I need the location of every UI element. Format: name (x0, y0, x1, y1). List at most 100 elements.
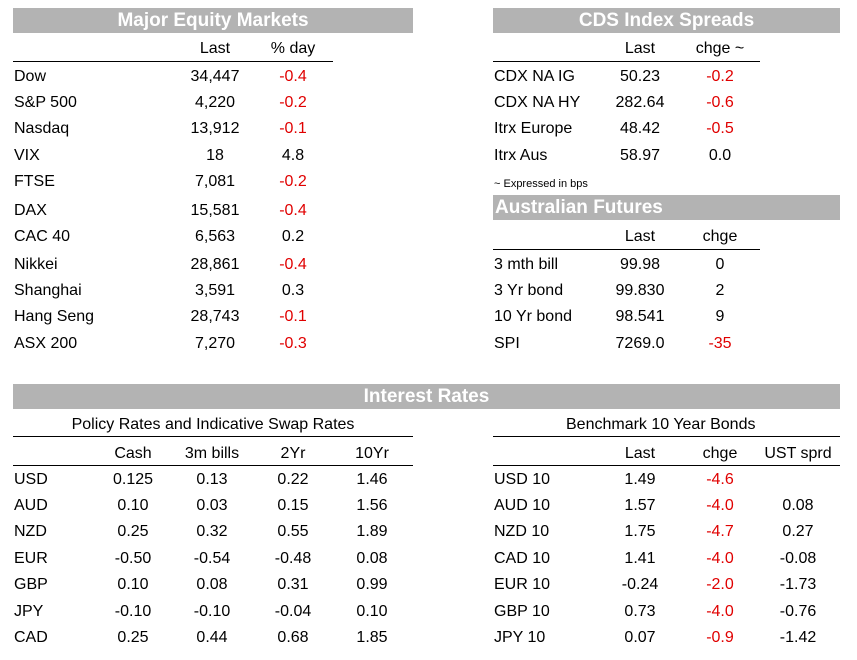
cds-footnote: ~ Expressed in bps (494, 178, 588, 190)
3m-bill-rate: 0.44 (196, 629, 228, 646)
cds-name: CDX NA HY (494, 94, 581, 111)
table-row: ASX 200 7,270 -0.3 (0, 334, 857, 354)
bond-name: AUD 10 (494, 497, 551, 514)
table-row: Itrx Aus 58.97 0.0 (0, 146, 857, 166)
market-change: -0.4 (279, 202, 307, 219)
cds-last: 282.64 (615, 94, 665, 111)
table-row: CDX NA HY 282.64 -0.6 (0, 93, 857, 113)
market-change: -0.3 (279, 335, 307, 352)
bond-last: 0.73 (624, 603, 656, 620)
currency-name: GBP (14, 576, 48, 593)
market-name: Dow (14, 68, 47, 85)
10yr-swap-rate: 0.08 (356, 550, 388, 567)
cash-rate: 0.25 (117, 629, 149, 646)
bonds-header-rule (493, 465, 840, 466)
cash-rate: 0.25 (117, 523, 149, 540)
2yr-swap-rate: -0.04 (274, 603, 312, 620)
bond-ust-spread: -1.42 (779, 629, 817, 646)
2yr-swap-rate: 0.22 (277, 471, 309, 488)
table-row: JPY -0.10 -0.10 -0.04 0.10 (0, 602, 857, 622)
bond-name: CAD 10 (494, 550, 551, 567)
bond-last: 1.41 (624, 550, 656, 567)
market-name: Hang Seng (14, 308, 95, 325)
market-last: 4,220 (194, 94, 236, 111)
futures-header-rule (493, 249, 760, 250)
table-row: GBP 10 0.73 -4.0 -0.76 (0, 602, 857, 622)
cds-change: -0.2 (706, 68, 734, 85)
cds-last: 50.23 (619, 68, 661, 85)
currency-name: EUR (14, 550, 48, 567)
table-row: NZD 10 1.75 -4.7 0.27 (0, 522, 857, 542)
currency-name: JPY (14, 603, 44, 620)
futures-name: SPI (494, 335, 520, 352)
futures-change: 0 (715, 256, 725, 273)
cds-header-last: Last (624, 40, 656, 57)
market-change: -0.2 (279, 173, 307, 190)
cds-last: 48.42 (619, 120, 661, 137)
policy-header-10yr: 10Yr (355, 445, 389, 462)
cash-rate: 0.10 (117, 576, 149, 593)
table-row: 10 Yr bond 98.541 9 (0, 307, 857, 327)
market-change: -0.4 (279, 256, 307, 273)
bond-name: JPY 10 (494, 629, 546, 646)
bond-last: 1.49 (624, 471, 656, 488)
bond-ust-spread: -1.73 (779, 576, 817, 593)
table-row: USD 0.125 0.13 0.22 1.46 (0, 470, 857, 490)
market-last: 3,591 (194, 282, 236, 299)
market-name: VIX (14, 147, 40, 164)
table-row: Hang Seng 28,743 -0.1 (0, 307, 857, 327)
futures-name: 10 Yr bond (494, 308, 572, 325)
policy-subtitle-rule (13, 436, 413, 437)
table-row: SPI 7269.0 -35 (0, 334, 857, 354)
policy-subtitle: Policy Rates and Indicative Swap Rates (71, 416, 355, 433)
market-last: 28,861 (190, 256, 240, 273)
bonds-header-change: chge (702, 445, 738, 462)
futures-name: 3 mth bill (494, 256, 559, 273)
cash-rate: -0.50 (114, 550, 152, 567)
table-row: USD 10 1.49 -4.6 (0, 470, 857, 490)
bond-name: GBP 10 (494, 603, 550, 620)
10yr-swap-rate: 1.56 (356, 497, 388, 514)
bonds-header-last: Last (624, 445, 656, 462)
policy-header-rule (13, 465, 413, 466)
futures-title: Australian Futures (493, 195, 840, 220)
market-change: 4.8 (281, 147, 305, 164)
market-name: FTSE (14, 173, 55, 190)
futures-change: 9 (715, 308, 725, 325)
table-row: AUD 0.10 0.03 0.15 1.56 (0, 496, 857, 516)
bond-change: -0.9 (706, 629, 734, 646)
market-name: ASX 200 (14, 335, 78, 352)
market-last: 15,581 (190, 202, 240, 219)
table-row: Nikkei 28,861 -0.4 (0, 255, 857, 275)
table-row: GBP 0.10 0.08 0.31 0.99 (0, 575, 857, 595)
10yr-swap-rate: 1.85 (356, 629, 388, 646)
table-row: S&P 500 4,220 -0.2 (0, 93, 857, 113)
3m-bill-rate: -0.54 (193, 550, 231, 567)
market-name: Shanghai (14, 282, 82, 299)
bond-last: 1.75 (624, 523, 656, 540)
bond-ust-spread: 0.08 (782, 497, 814, 514)
table-row: AUD 10 1.57 -4.0 0.08 (0, 496, 857, 516)
cds-change: 0.0 (708, 147, 732, 164)
market-change: -0.2 (279, 94, 307, 111)
2yr-swap-rate: 0.31 (277, 576, 309, 593)
market-change: 0.2 (281, 228, 305, 245)
bond-change: -2.0 (706, 576, 734, 593)
futures-last: 7269.0 (615, 335, 665, 352)
table-row: Dow 34,447 -0.4 (0, 67, 857, 87)
10yr-swap-rate: 0.99 (356, 576, 388, 593)
bonds-header-spread: UST sprd (764, 445, 832, 462)
market-change: 0.3 (281, 282, 305, 299)
cds-change: -0.6 (706, 94, 734, 111)
market-last: 28,743 (190, 308, 240, 325)
market-name: S&P 500 (14, 94, 77, 111)
futures-header-change: chge (702, 228, 738, 245)
market-change: -0.1 (279, 308, 307, 325)
futures-last: 98.541 (615, 308, 665, 325)
market-change: -0.4 (279, 68, 307, 85)
table-row: CAD 10 1.41 -4.0 -0.08 (0, 549, 857, 569)
policy-header-2yr: 2Yr (280, 445, 306, 462)
bond-ust-spread: -0.76 (779, 603, 817, 620)
table-row: CDX NA IG 50.23 -0.2 (0, 67, 857, 87)
policy-header-3m: 3m bills (184, 445, 240, 462)
